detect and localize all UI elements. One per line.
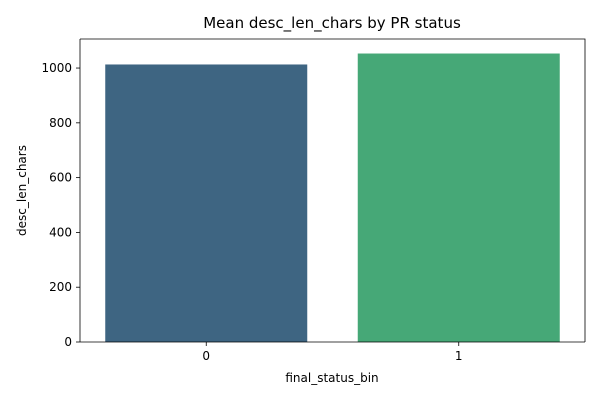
y-tick-label: 800 bbox=[49, 116, 72, 130]
y-tick-label: 200 bbox=[49, 280, 72, 294]
y-tick-label: 0 bbox=[64, 335, 72, 349]
y-axis-label: desc_len_chars bbox=[15, 145, 29, 236]
bars-group bbox=[105, 53, 560, 342]
x-tick-label: 1 bbox=[455, 349, 463, 363]
x-axis-label: final_status_bin bbox=[285, 371, 378, 385]
axes-group bbox=[79, 38, 586, 343]
x-tick-label: 0 bbox=[202, 349, 210, 363]
y-tick-label: 1000 bbox=[41, 61, 72, 75]
plot-frame bbox=[80, 38, 586, 342]
chart-title: Mean desc_len_chars by PR status bbox=[203, 14, 461, 33]
bar-1 bbox=[357, 53, 560, 342]
y-tick-label: 400 bbox=[49, 225, 72, 239]
bar-0 bbox=[105, 64, 308, 342]
y-ticks-group: 0 200 400 600 800 1000 bbox=[41, 61, 80, 349]
y-tick-label: 600 bbox=[49, 171, 72, 185]
